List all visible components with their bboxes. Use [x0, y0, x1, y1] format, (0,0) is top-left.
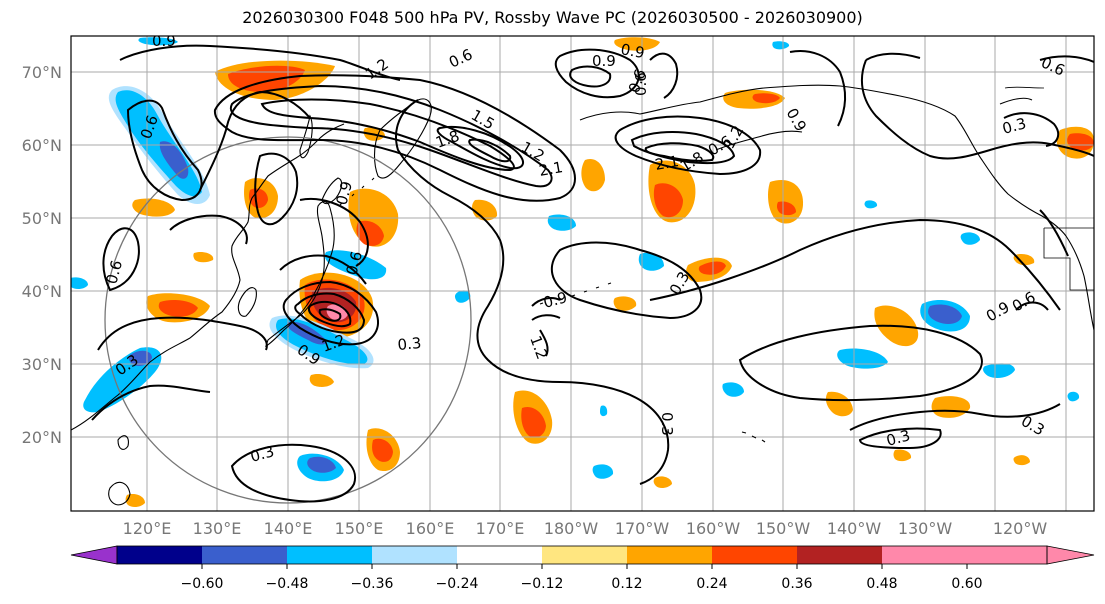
colorbar-segment	[797, 546, 882, 564]
svg-text:0.9: 0.9	[541, 288, 569, 312]
svg-text:0.6: 0.6	[102, 258, 126, 286]
lon-label: 150°W	[756, 519, 811, 538]
colorbar-extend-min	[70, 545, 118, 565]
lon-label: 180°W	[544, 519, 599, 538]
lon-label: 170°W	[615, 519, 670, 538]
colorbar-segment	[372, 546, 457, 564]
colorbar-tick-label: −0.48	[266, 576, 309, 592]
colorbar-tick-label: −0.36	[351, 576, 394, 592]
colorbar-extend-max	[1046, 545, 1095, 565]
colorbar: −0.60 −0.48 −0.36 −0.24 −0.12 0.12 0.24 …	[70, 545, 1095, 592]
map-frame	[70, 35, 1095, 512]
coastlines	[71, 84, 1094, 506]
svg-text:0.9: 0.9	[152, 32, 176, 50]
colorbar-tick-label: 0.12	[611, 576, 642, 592]
svg-text:0.3: 0.3	[1000, 114, 1028, 138]
colorbar-tick-label: −0.60	[181, 576, 224, 592]
lat-label: 20°N	[22, 428, 62, 447]
colorbar-segment	[542, 546, 627, 564]
colorbar-segment	[882, 546, 967, 564]
svg-text:0.3: 0.3	[397, 334, 422, 354]
lon-label: 120°E	[123, 519, 172, 538]
lon-label: 140°E	[264, 519, 313, 538]
lat-label: 60°N	[22, 136, 62, 155]
radius-circle	[104, 136, 472, 504]
svg-text:0.3: 0.3	[248, 442, 276, 466]
lat-label: 40°N	[22, 282, 62, 301]
svg-text:0.3: 0.3	[884, 426, 912, 450]
lon-label: 150°E	[335, 519, 384, 538]
lon-label: 160°E	[406, 519, 455, 538]
lat-label: 50°N	[22, 209, 62, 228]
lon-label: 130°E	[193, 519, 242, 538]
lon-label: 140°W	[827, 519, 882, 538]
colorbar-tick-label: −0.12	[521, 576, 564, 592]
svg-text:2.1: 2.1	[538, 158, 565, 180]
colorbar-segment	[202, 546, 287, 564]
svg-text:0.3: 0.3	[658, 412, 676, 436]
colorbar-tick-label: 0.36	[781, 576, 812, 592]
svg-text:0.9: 0.9	[332, 179, 356, 207]
colorbar-tick-label: 0.60	[951, 576, 982, 592]
svg-text:0.6: 0.6	[342, 249, 366, 277]
colorbar-segment	[627, 546, 712, 564]
colorbar-tick-label: 0.24	[696, 576, 727, 592]
colorbar-segment	[967, 546, 1047, 564]
map-background	[71, 36, 1094, 511]
svg-text:0.9: 0.9	[592, 52, 616, 70]
lon-label: 130°W	[898, 519, 953, 538]
longitude-labels: 120°E 130°E 140°E 150°E 160°E 170°E 180°…	[123, 519, 1048, 538]
colorbar-segment	[457, 546, 542, 564]
colorbar-segment	[287, 546, 372, 564]
lon-label: 160°W	[686, 519, 741, 538]
svg-text:0.9: 0.9	[619, 40, 646, 62]
colorbar-tick-label: 0.48	[866, 576, 897, 592]
svg-text:0.6: 0.6	[632, 72, 650, 96]
colorbar-segment	[712, 546, 797, 564]
pv-contours	[91, 44, 1094, 503]
pv-anomaly-shading	[71, 37, 1094, 508]
colorbar-tick-label: −0.24	[436, 576, 479, 592]
svg-text:2.1: 2.1	[654, 152, 681, 174]
colorbar-segment	[117, 546, 202, 564]
lat-label: 70°N	[22, 63, 62, 82]
lat-label: 30°N	[22, 355, 62, 374]
latitude-labels: 70°N 60°N 50°N 40°N 30°N 20°N	[22, 63, 62, 447]
lon-label: 170°E	[476, 519, 525, 538]
lon-label: 120°W	[993, 519, 1048, 538]
map-title: 2026030300 F048 500 hPa PV, Rossby Wave …	[242, 8, 863, 27]
